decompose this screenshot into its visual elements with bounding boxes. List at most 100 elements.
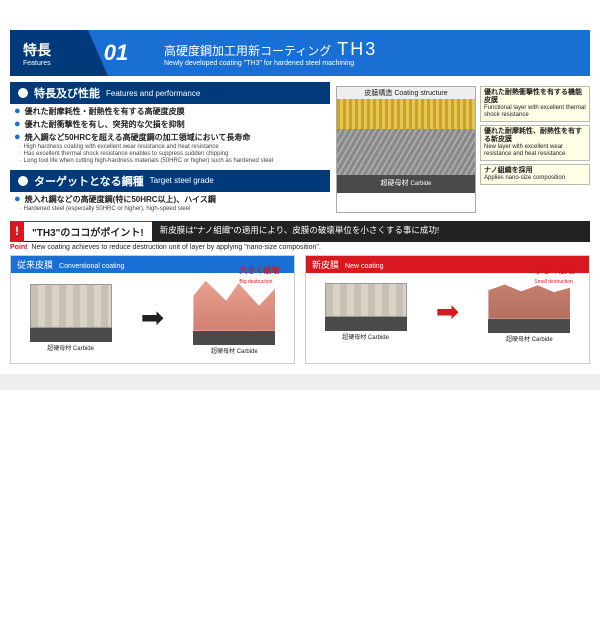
layer-gold [337, 99, 475, 129]
layer-carbide: 超硬母材 Carbide [337, 175, 475, 193]
coating-layer [30, 284, 112, 328]
bullet-icon: ● [14, 119, 21, 130]
title-jp: 高硬度鋼加工用新コーティング [164, 44, 331, 58]
big-en: Big destruction [239, 279, 272, 285]
label-box: 優れた耐摩耗性、耐熱性を有する新皮膜New layer with excelle… [480, 125, 590, 161]
exclaim-icon: ! [10, 221, 24, 242]
header-triangle2 [130, 30, 148, 76]
coating-box: 皮膜構造 Coating structure 超硬母材 Carbide [336, 86, 476, 213]
diagram-new: 新皮膜 New coating 切削抵抗Cutting force 超硬母材 Ca… [305, 255, 590, 364]
sub-text: · High hardness coating with excellent w… [20, 144, 330, 151]
cap-en: Carbide [532, 337, 553, 343]
carbide-layer [30, 328, 112, 342]
bullet: ●焼入鋼など50HRCを超える高硬度鋼の加工領域において長寿命 [14, 132, 330, 143]
footer [0, 374, 600, 390]
block-after: 大きく破壊Big destruction 超硬母材 Carbide [193, 281, 275, 355]
bullet-text: 優れた耐衝撃性を有し、突発的な欠損を抑制 [25, 119, 185, 130]
point-label: Point [10, 244, 28, 251]
bullet-icon: ● [14, 106, 21, 117]
dot-icon [18, 176, 28, 186]
section2-bar: ターゲットとなる鋼種 Target steel grade [10, 170, 330, 192]
carbide-layer [193, 331, 275, 345]
big-jp: 大きく破壊 [239, 266, 279, 275]
diag-body: 切削抵抗Cutting force 超硬母材 Carbide ➡ 小さく破壊Sm… [306, 273, 589, 345]
small-label: 小さく破壊 Small destruction [534, 265, 574, 285]
block-after: 小さく破壊Small destruction 超硬母材 Carbide [488, 281, 570, 343]
label-jp: 優れた耐熱衝撃性を有する機能皮膜 [484, 89, 586, 105]
header-triangle [88, 30, 108, 76]
coating-diagram: 皮膜構造 Coating structure 超硬母材 Carbide 優れた耐… [336, 86, 590, 213]
arrow-icon: ➡ [141, 301, 164, 334]
diag-body: 切削抵抗Cutting force 超硬母材 Carbide ➡ 大きく破壊Bi… [11, 273, 294, 357]
cap-en: Carbide [368, 335, 389, 341]
arrow-icon: ➡ [436, 295, 459, 328]
cap-jp: 超硬母材 [211, 349, 235, 355]
small-jp: 小さく破壊 [534, 266, 574, 275]
bullet: ● 焼入れ鋼などの高硬度鋼(特に50HRC以上)、ハイス鋼 [14, 194, 330, 205]
sub-text: · Hardened steel (especially 50HRC or hi… [20, 206, 330, 213]
cap-en: Carbide [73, 346, 94, 352]
label-en: New layer with excellent wear resistance… [484, 144, 586, 158]
coating-layer [193, 281, 275, 331]
label-en: Applies nano-size composition [484, 175, 586, 182]
carbide-layer [488, 319, 570, 333]
point-text: New coating achieves to reduce destructi… [31, 244, 320, 251]
title-line1: 高硬度鋼加工用新コーティング TH3 [164, 39, 590, 60]
new-en: New coating [345, 263, 384, 270]
section1-bar: 特長及び性能 Features and performance [10, 82, 330, 104]
bullet-icon: ● [14, 194, 21, 205]
label-jp: ナノ組織を採用 [484, 167, 586, 175]
point-subtitle: Point New coating achieves to reduce des… [10, 242, 590, 255]
left-column: 特長及び性能 Features and performance ● 優れた耐摩耗性… [10, 82, 330, 213]
title-en: Newly developed coating "TH3" for harden… [164, 60, 590, 67]
features-en: Features [23, 60, 88, 67]
bullet-icon: ● [14, 132, 21, 143]
conv-jp: 従来皮膜 [17, 258, 53, 271]
label-box: 優れた耐熱衝撃性を有する機能皮膜Functional layer with ex… [480, 86, 590, 122]
coat-hdr-en: Coating structure [394, 90, 447, 97]
label-box: ナノ組織を採用Applies nano-size composition [480, 164, 590, 185]
big-label: 大きく破壊 Big destruction [239, 265, 279, 285]
cap-jp: 超硬母材 [342, 335, 366, 341]
header-title: 高硬度鋼加工用新コーティング TH3 Newly developed coatin… [130, 30, 590, 76]
block-before: 切削抵抗Cutting force 超硬母材 Carbide [325, 283, 407, 341]
small-en: Small destruction [534, 279, 572, 285]
sub-text: · Has excellent thermal shock resistance… [20, 151, 330, 158]
features-jp: 特長 [23, 40, 88, 60]
conv-en: Conventional coating [59, 263, 124, 270]
bullet-text: 優れた耐摩耗性・耐熱性を有する高硬度皮膜 [25, 106, 185, 117]
label-jp: 優れた耐摩耗性、耐熱性を有する新皮膜 [484, 128, 586, 144]
cap-en: Carbide [237, 349, 258, 355]
block-caption: 超硬母材 Carbide [488, 334, 570, 343]
point-title: "TH3"のココがポイント! [24, 221, 152, 242]
carbide-layer [325, 317, 407, 331]
block-caption: 超硬母材 Carbide [325, 332, 407, 341]
sec1-en: Features and performance [106, 89, 200, 98]
bullet-text: 焼入れ鋼などの高硬度鋼(特に50HRC以上)、ハイス鋼 [25, 194, 216, 205]
sec1-jp: 特長及び性能 [34, 85, 100, 101]
cap-jp: 超硬母材 [506, 337, 530, 343]
coating-layer [325, 283, 407, 317]
sec2-jp: ターゲットとなる鋼種 [34, 173, 144, 189]
coat-hdr-jp: 皮膜構造 [364, 90, 392, 97]
diagram-conventional: 従来皮膜 Conventional coating 切削抵抗Cutting for… [10, 255, 295, 364]
header-features: 特長 Features [10, 30, 88, 76]
coating-layer [488, 281, 570, 319]
bullet: ● 優れた耐衝撃性を有し、突発的な欠損を抑制 [14, 119, 330, 130]
block-caption: 超硬母材 Carbide [193, 346, 275, 355]
block-caption: 超硬母材 Carbide [30, 343, 112, 352]
cap-jp: 超硬母材 [47, 346, 71, 352]
carbide-en: Carbide [410, 181, 431, 187]
coating-labels: 優れた耐熱衝撃性を有する機能皮膜Functional layer with ex… [480, 86, 590, 213]
carbide-jp: 超硬母材 [381, 180, 409, 187]
label-en: Functional layer with excellent thermal … [484, 105, 586, 119]
header: 特長 Features 01 高硬度鋼加工用新コーティングTH3 Newly d… [10, 30, 590, 76]
new-jp: 新皮膜 [312, 258, 339, 271]
diagrams: 従来皮膜 Conventional coating 切削抵抗Cutting for… [10, 255, 590, 364]
coating-header: 皮膜構造 Coating structure [337, 87, 475, 99]
sub-text: · Long tool life when cutting high-hardn… [20, 158, 330, 165]
sec2-en: Target steel grade [150, 176, 214, 185]
bullet: ● 優れた耐摩耗性・耐熱性を有する高硬度皮膜 [14, 106, 330, 117]
title-th3: TH3 [337, 39, 377, 59]
point-desc: 新皮膜は"ナノ組織"の適用により、皮膜の破壊単位を小さくする事に成功! [152, 221, 590, 242]
